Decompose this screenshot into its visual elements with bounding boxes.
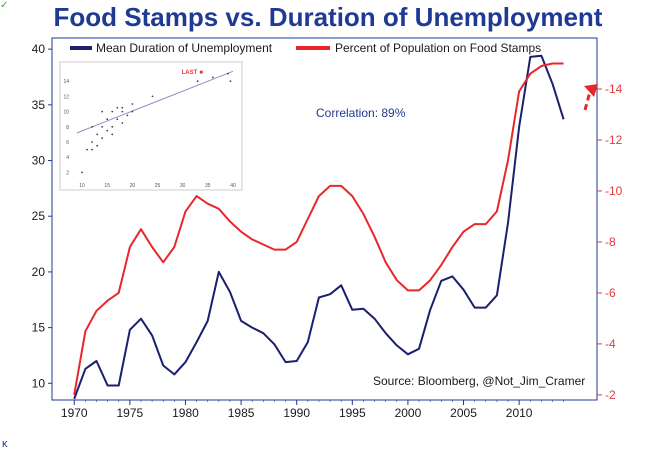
inset-y-tick-label: 4 (66, 155, 69, 161)
inset-x-tick-label: 25 (155, 183, 161, 189)
legend-label-food-stamps: Percent of Population on Food Stamps (335, 41, 541, 55)
inset-point (151, 95, 154, 98)
inset-point (227, 72, 229, 75)
x-tick-label: 1975 (117, 406, 144, 420)
legend: Mean Duration of Unemployment Percent of… (70, 41, 541, 55)
inset-point (116, 118, 119, 121)
x-tick-label: 2005 (450, 406, 477, 420)
right-tick-label: -6 (605, 286, 616, 300)
source-label: Source: Bloomberg, @Not_Jim_Cramer (373, 374, 585, 388)
inset-fit-line (76, 70, 234, 134)
right-tick-label: -10 (605, 184, 623, 198)
inset-x-tick-label: 15 (104, 183, 110, 189)
left-axis: 10 15 20 25 30 35 40 (32, 42, 52, 390)
inset-point (81, 171, 83, 174)
inset-point (126, 114, 129, 117)
check-icon: ✓ (0, 0, 8, 11)
x-tick-label: 1990 (283, 406, 310, 420)
x-tick-label: 2000 (395, 406, 422, 420)
inset-point (91, 141, 94, 143)
last-value-arrow (583, 87, 593, 111)
inset-point (196, 80, 199, 83)
inset-y-tick-label: 14 (63, 79, 69, 85)
last-value-arrowhead (584, 84, 598, 97)
correlation-label: Correlation: 89% (316, 106, 406, 120)
inset-y-tick-label: 12 (63, 94, 69, 100)
inset-point (91, 125, 94, 128)
left-tick-label: 25 (32, 209, 46, 223)
x-tick-label: 1980 (172, 406, 199, 420)
inset-x-tick-label: 20 (130, 183, 136, 189)
inset-point (96, 133, 99, 136)
legend-label-duration: Mean Duration of Unemployment (96, 41, 273, 55)
inset-point (116, 106, 119, 109)
inset-x-tick-label: 30 (180, 183, 186, 189)
inset-point (111, 125, 114, 128)
series-line-duration (73, 54, 565, 400)
chart-title: Food Stamps vs. Duration of Unemployment (54, 2, 603, 32)
left-tick-label: 30 (32, 154, 46, 168)
right-tick-label: -12 (605, 133, 623, 147)
series-lines (73, 54, 565, 400)
inset-point (121, 122, 124, 124)
inset-point (111, 110, 114, 113)
inset-y-tick-label: 8 (66, 125, 69, 131)
left-tick-label: 15 (32, 321, 46, 335)
inset-last-label: LAST (182, 70, 198, 76)
inset-point (106, 129, 109, 132)
right-tick-label: -2 (605, 388, 616, 402)
inset-point (101, 110, 104, 113)
x-tick-label: 2010 (506, 406, 533, 420)
inset-y-tick-label: 10 (63, 110, 69, 116)
right-axis: -2 -4 -6 -8 -10 -12 -14 (597, 82, 623, 402)
inset-point (86, 148, 88, 151)
x-axis: 1970 1975 1980 1985 1990 1995 2000 2005 2010 (61, 400, 564, 420)
inset-point (91, 148, 94, 151)
inset-point (211, 76, 214, 79)
left-tick-label: 35 (32, 98, 46, 112)
x-tick-label: 1985 (228, 406, 255, 420)
inset-x-tick-label: 40 (230, 183, 236, 189)
left-tick-label: 20 (32, 265, 46, 279)
inset-y-tick-label: 2 (66, 170, 69, 176)
inset-point (106, 118, 109, 121)
inset-point (96, 144, 99, 147)
x-tick-label: 1995 (339, 406, 366, 420)
inset-last-point (199, 70, 203, 74)
inset-scatter: 10 15 20 25 30 35 40 2 4 6 8 10 12 14 LAST (59, 61, 243, 191)
inset-point (229, 80, 232, 83)
inset-point (111, 133, 114, 136)
inset-frame (59, 61, 243, 191)
x-tick-label: 1970 (61, 406, 88, 420)
right-tick-label: -8 (605, 235, 616, 249)
inset-point (101, 125, 104, 128)
corner-glyph: κ (2, 438, 8, 450)
inset-point (101, 137, 104, 140)
right-tick-label: -14 (605, 82, 623, 96)
inset-point (121, 106, 124, 109)
inset-x-tick-label: 35 (205, 183, 211, 189)
inset-y-tick-label: 6 (66, 140, 69, 146)
inset-point (121, 110, 124, 113)
inset-point (131, 110, 134, 113)
series-line-food-stamps (73, 62, 564, 396)
inset-point (131, 103, 134, 105)
right-tick-label: -4 (605, 337, 616, 351)
inset-x-tick-label: 10 (79, 183, 85, 189)
left-tick-label: 10 (32, 376, 46, 390)
left-tick-label: 40 (32, 42, 46, 56)
